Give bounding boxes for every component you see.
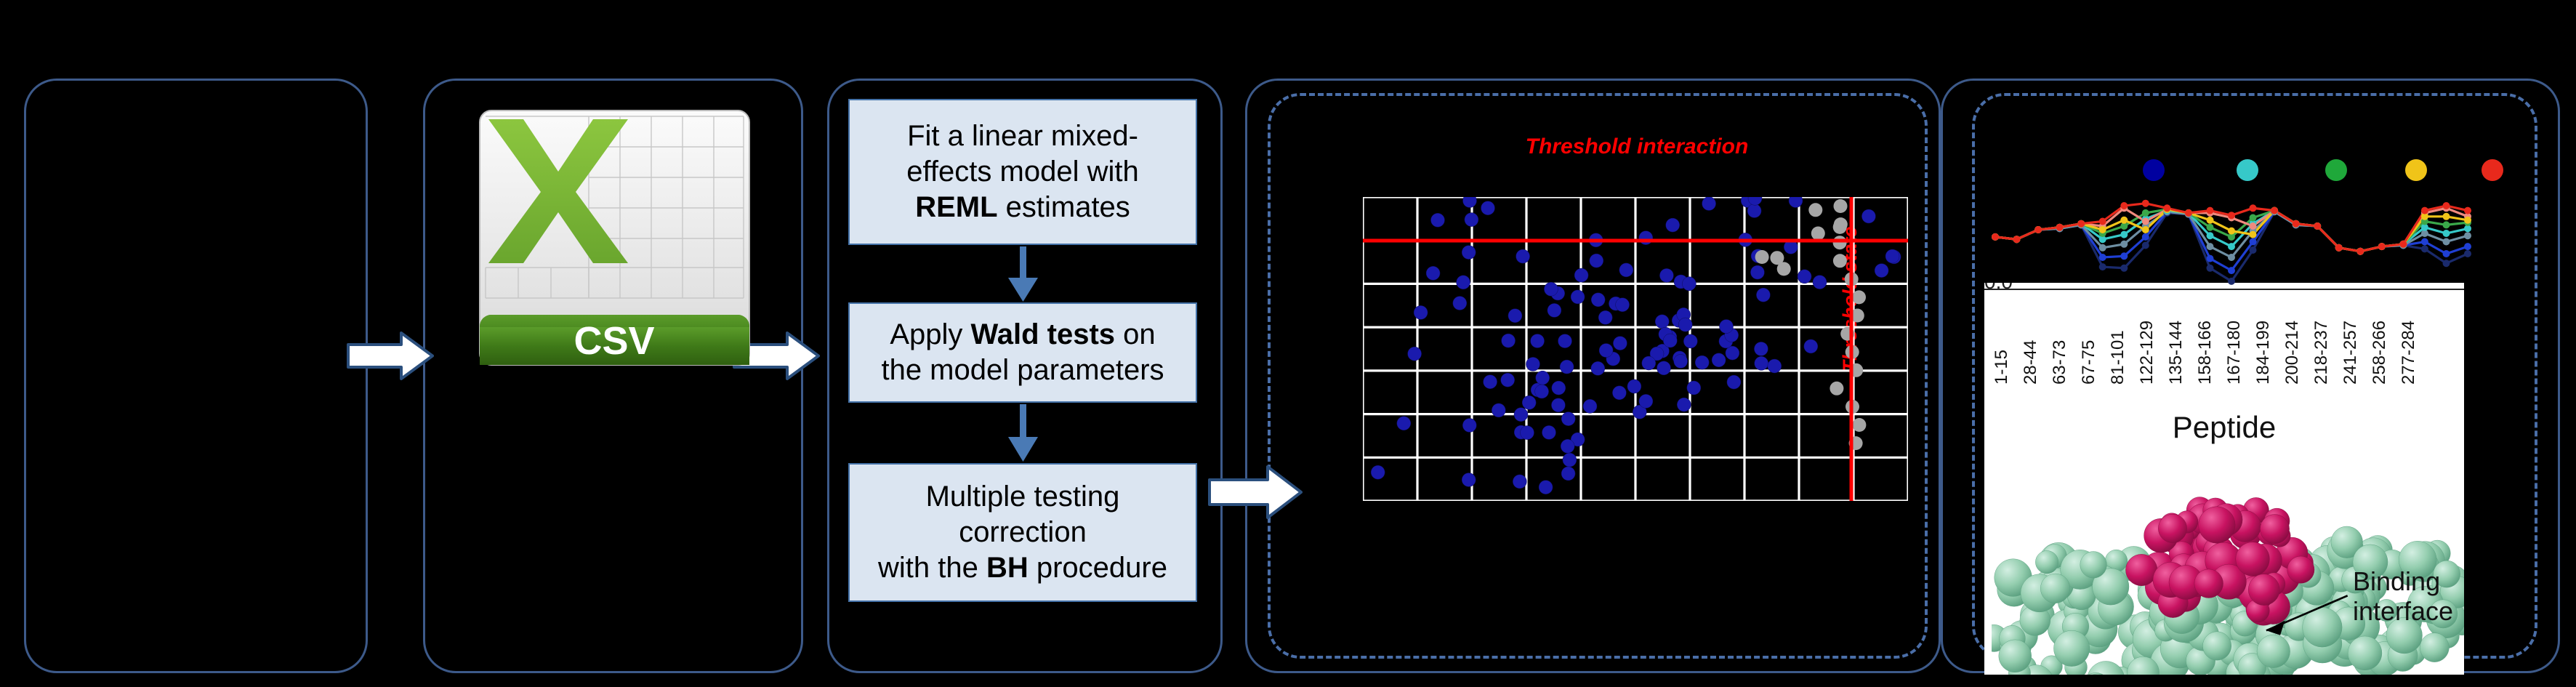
svg-text:CSV: CSV xyxy=(573,319,654,363)
